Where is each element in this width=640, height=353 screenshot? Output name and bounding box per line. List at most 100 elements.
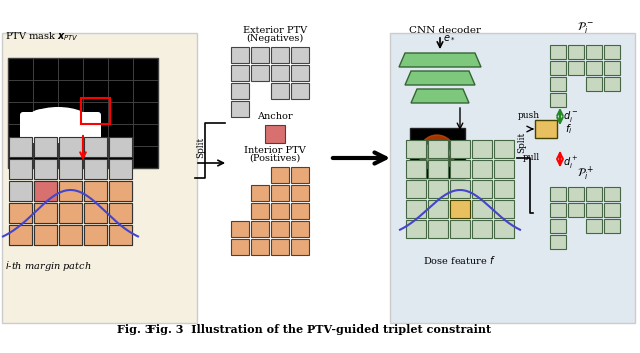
- Bar: [604, 219, 620, 233]
- Bar: [428, 220, 447, 238]
- Bar: [83, 203, 106, 222]
- Bar: [58, 225, 81, 245]
- Bar: [58, 102, 83, 124]
- Bar: [108, 80, 133, 102]
- Bar: [271, 239, 289, 255]
- Bar: [271, 167, 289, 183]
- Bar: [586, 44, 602, 59]
- Ellipse shape: [26, 107, 90, 135]
- Text: Split: Split: [518, 132, 527, 153]
- Bar: [428, 199, 447, 217]
- Bar: [250, 203, 269, 219]
- Bar: [83, 102, 108, 124]
- Bar: [230, 83, 248, 98]
- Bar: [109, 180, 131, 201]
- Bar: [604, 203, 620, 216]
- Text: $d_i^-$: $d_i^-$: [563, 109, 579, 125]
- Bar: [271, 185, 289, 201]
- Bar: [230, 101, 248, 116]
- Circle shape: [429, 142, 445, 158]
- Bar: [109, 137, 131, 156]
- Text: $\mathcal{P}_i^-$: $\mathcal{P}_i^-$: [577, 20, 593, 35]
- Bar: [58, 58, 83, 80]
- Bar: [58, 225, 81, 245]
- Bar: [8, 225, 31, 245]
- Bar: [58, 180, 81, 201]
- Bar: [230, 239, 248, 255]
- Bar: [108, 124, 133, 146]
- Bar: [291, 239, 308, 255]
- Bar: [83, 203, 106, 222]
- Bar: [586, 60, 602, 74]
- Bar: [108, 102, 133, 124]
- Bar: [8, 203, 31, 222]
- Bar: [406, 160, 426, 178]
- Bar: [58, 158, 81, 179]
- Bar: [410, 128, 465, 178]
- Bar: [33, 146, 58, 168]
- Bar: [58, 124, 83, 146]
- Text: push: push: [518, 110, 540, 120]
- Text: pull: pull: [523, 154, 540, 162]
- Bar: [230, 65, 248, 80]
- Text: Exterior PTV: Exterior PTV: [243, 26, 307, 35]
- Bar: [406, 179, 426, 197]
- Bar: [8, 146, 33, 168]
- Bar: [250, 221, 269, 237]
- Bar: [550, 77, 566, 90]
- Bar: [58, 203, 81, 222]
- Bar: [33, 58, 58, 80]
- Ellipse shape: [28, 109, 58, 129]
- Text: $i$-th margin patch: $i$-th margin patch: [5, 259, 92, 273]
- Bar: [109, 203, 131, 222]
- Bar: [81, 98, 110, 124]
- Polygon shape: [405, 71, 475, 85]
- FancyBboxPatch shape: [20, 112, 101, 143]
- Bar: [133, 102, 158, 124]
- Bar: [109, 158, 131, 179]
- Bar: [291, 203, 308, 219]
- Bar: [230, 47, 248, 62]
- Bar: [604, 44, 620, 59]
- Bar: [428, 160, 447, 178]
- Bar: [8, 158, 31, 179]
- Bar: [8, 203, 31, 222]
- Bar: [33, 80, 58, 102]
- Bar: [271, 203, 289, 219]
- Text: (Positives): (Positives): [250, 154, 301, 163]
- FancyBboxPatch shape: [390, 33, 635, 323]
- Bar: [133, 124, 158, 146]
- Bar: [133, 146, 158, 168]
- Bar: [550, 234, 566, 249]
- Bar: [133, 80, 158, 102]
- Bar: [83, 137, 106, 156]
- Polygon shape: [399, 53, 481, 67]
- Bar: [568, 60, 584, 74]
- Bar: [8, 180, 31, 201]
- Bar: [33, 203, 56, 222]
- Bar: [271, 65, 289, 80]
- Bar: [33, 124, 58, 146]
- Bar: [586, 203, 602, 216]
- Bar: [568, 186, 584, 201]
- Bar: [449, 139, 470, 157]
- Bar: [550, 44, 566, 59]
- Bar: [493, 139, 513, 157]
- Bar: [33, 102, 58, 124]
- Bar: [83, 225, 106, 245]
- Bar: [449, 220, 470, 238]
- Bar: [8, 80, 33, 102]
- Bar: [108, 58, 133, 80]
- Bar: [58, 180, 81, 201]
- Text: Interior PTV: Interior PTV: [244, 146, 306, 155]
- Bar: [33, 225, 56, 245]
- Polygon shape: [411, 89, 469, 103]
- Bar: [250, 47, 269, 62]
- Bar: [586, 77, 602, 90]
- Bar: [83, 58, 108, 80]
- FancyBboxPatch shape: [2, 33, 197, 323]
- Bar: [472, 139, 492, 157]
- Bar: [449, 199, 470, 217]
- Bar: [449, 160, 470, 178]
- Bar: [550, 60, 566, 74]
